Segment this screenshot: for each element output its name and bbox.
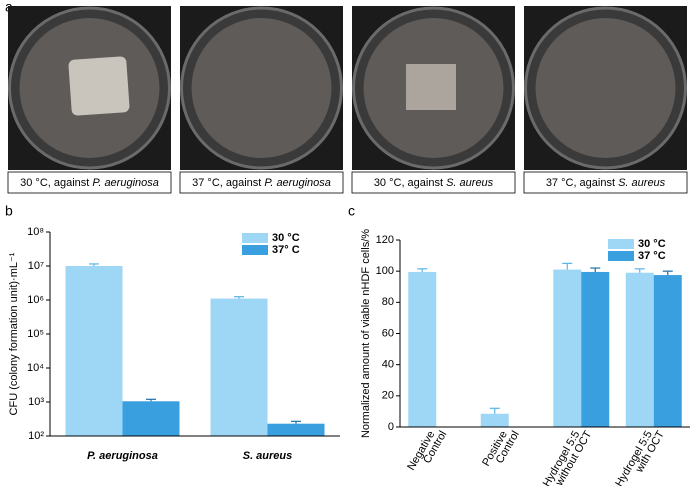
y-tick-label: 10⁸ — [27, 226, 44, 238]
photo — [524, 6, 687, 170]
legend-label: 30 °C — [272, 232, 300, 244]
caption-box — [523, 171, 688, 194]
caption-species: P. aeruginosa — [92, 177, 158, 189]
y-tick-label: 100 — [376, 265, 394, 277]
y-tick-label: 20 — [382, 390, 394, 402]
caption-box — [7, 171, 172, 194]
legend-label: 30 °C — [638, 238, 666, 250]
caption: 37 °C, against P. aeruginosa — [192, 177, 331, 189]
legend-label: 37 °C — [638, 250, 666, 262]
y-tick-label: 10² — [28, 430, 44, 442]
bar — [480, 413, 509, 427]
caption-text: 37 °C, against — [192, 177, 264, 189]
y-tick-label: 10⁶ — [27, 294, 44, 306]
legend-swatch — [608, 239, 634, 249]
photo — [180, 6, 343, 170]
bar — [553, 269, 582, 427]
bar — [653, 275, 682, 427]
photo — [8, 6, 171, 170]
error-bar — [234, 296, 244, 299]
y-tick-label: 120 — [376, 234, 394, 246]
legend-swatch — [242, 245, 268, 255]
y-tick-label: 40 — [382, 359, 394, 371]
bar — [122, 401, 180, 436]
error-bar — [662, 270, 673, 276]
y-tick-label: 10³ — [28, 396, 44, 408]
bar — [625, 272, 654, 427]
bar — [408, 271, 437, 427]
y-tick-label: 80 — [382, 296, 394, 308]
caption-text: 37 °C, against — [546, 177, 618, 189]
caption-species: S. aureus — [618, 177, 666, 189]
caption: 37 °C, against S. aureus — [546, 177, 666, 189]
bar — [581, 271, 610, 427]
legend-swatch — [608, 251, 634, 261]
error-bar — [291, 420, 301, 424]
panel-label: c — [348, 203, 355, 219]
y-tick-label: 10⁵ — [27, 328, 44, 340]
y-axis-label: Normalized amount of viable nHDF cells/% — [360, 229, 372, 438]
legend-label: 37° C — [272, 244, 300, 256]
error-bar — [634, 268, 645, 273]
y-tick-label: 60 — [382, 327, 394, 339]
error-bar — [489, 407, 500, 414]
bar — [267, 423, 325, 436]
photos — [8, 6, 687, 170]
bar — [210, 298, 268, 436]
panel-label: b — [5, 203, 13, 219]
caption-box — [351, 171, 516, 194]
error-bar — [562, 262, 573, 270]
caption-text: 30 °C, against — [20, 177, 92, 189]
legend-swatch — [242, 233, 268, 243]
y-tick-label: 10⁴ — [27, 362, 44, 374]
photo — [352, 6, 515, 170]
y-tick-label: 0 — [388, 421, 394, 433]
bar — [65, 266, 123, 436]
x-tick-label: S. aureus — [243, 450, 293, 462]
caption-species: P. aeruginosa — [264, 177, 330, 189]
error-bar — [89, 263, 99, 266]
caption: 30 °C, against P. aeruginosa — [20, 177, 159, 189]
caption-species: S. aureus — [446, 177, 494, 189]
y-tick-label: 10⁷ — [28, 260, 44, 272]
caption-box — [179, 171, 344, 194]
error-bar — [590, 267, 601, 272]
error-bar — [146, 398, 156, 402]
caption: 30 °C, against S. aureus — [374, 177, 494, 189]
caption-text: 30 °C, against — [374, 177, 446, 189]
y-axis-label: CFU (colony formation unit)·mL⁻¹ — [8, 252, 20, 415]
x-tick-label: P. aeruginosa — [87, 450, 158, 462]
error-bar — [417, 268, 428, 272]
